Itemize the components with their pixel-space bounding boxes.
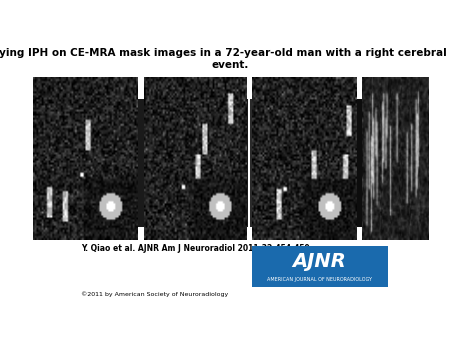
Text: A: A [83,211,90,221]
Text: Identifying IPH on CE-MRA mask images in a 72-year-old man with a right cerebral: Identifying IPH on CE-MRA mask images in… [0,48,450,70]
Text: C: C [252,211,259,221]
Bar [166,99,248,227]
Text: B: B [168,211,176,221]
Text: AJNR: AJNR [292,251,346,271]
Bar [250,99,333,227]
Text: ©2011 by American Society of Neuroradiology: ©2011 by American Society of Neuroradiol… [81,291,228,296]
Text: Y. Qiao et al. AJNR Am J Neuroradiol 2011;32:454-459: Y. Qiao et al. AJNR Am J Neuroradiol 201… [81,244,310,252]
Bar [335,99,389,227]
Text: D: D [338,211,345,221]
Text: AMERICAN JOURNAL OF NEURORADIOLOGY: AMERICAN JOURNAL OF NEURORADIOLOGY [267,277,372,282]
Bar [81,99,164,227]
FancyBboxPatch shape [252,246,387,287]
